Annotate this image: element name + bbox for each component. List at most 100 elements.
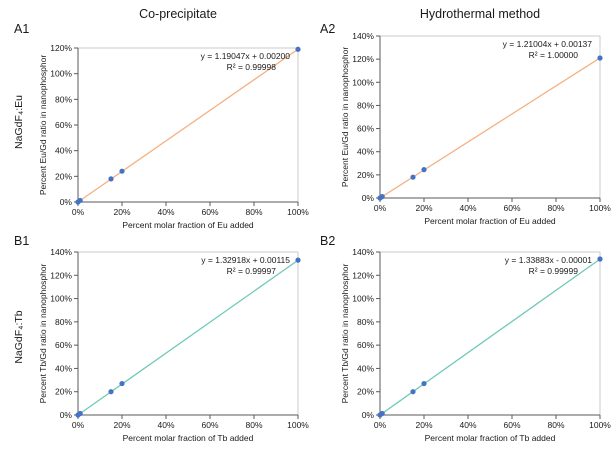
data-point-a2 bbox=[410, 174, 416, 180]
y-tick-label-a2: 120% bbox=[352, 54, 374, 64]
x-tick-label-b2: 0% bbox=[374, 420, 387, 430]
y-tick-label-b2: 20% bbox=[357, 387, 374, 397]
x-axis-label-a1: Percent molar fraction of Eu added bbox=[122, 220, 254, 230]
x-axis-label-b2: Percent molar fraction of Tb added bbox=[425, 433, 556, 443]
x-axis-label-a2: Percent molar fraction of Eu added bbox=[424, 216, 556, 226]
y-tick-label-b2: 100% bbox=[352, 294, 374, 304]
trendline-b1 bbox=[77, 259, 299, 416]
y-tick-label-b2: 140% bbox=[352, 247, 374, 257]
y-tick-label-b1: 0% bbox=[60, 410, 73, 420]
data-point-a1 bbox=[295, 46, 301, 52]
x-tick-label-b2: 20% bbox=[415, 420, 432, 430]
data-point-a1 bbox=[77, 197, 83, 204]
y-tick-label-a2: 0% bbox=[362, 193, 375, 203]
x-tick-label-b1: 60% bbox=[201, 420, 218, 430]
x-tick-label-a2: 60% bbox=[503, 203, 520, 213]
y-tick-label-a2: 140% bbox=[352, 31, 374, 41]
x-tick-label-a2: 80% bbox=[547, 203, 564, 213]
x-axis-label-b1: Percent molar fraction of Tb added bbox=[123, 433, 254, 443]
y-tick-label-b1: 60% bbox=[55, 340, 72, 350]
data-point-a1 bbox=[108, 176, 114, 182]
x-tick-label-a1: 60% bbox=[201, 207, 218, 217]
y-tick-label-b1: 40% bbox=[55, 363, 72, 373]
data-point-a2 bbox=[421, 167, 427, 173]
y-tick-label-a2: 80% bbox=[357, 100, 374, 110]
row-label-eu: NaGdF₄:Eu bbox=[13, 95, 25, 149]
panel-b1: 0% 20% 40% 60% 80% 100% 120% 140% 0% 20% 40% 60% 80%… bbox=[38, 247, 309, 443]
data-point-a2 bbox=[379, 194, 385, 200]
x-tick-label-a2: 100% bbox=[589, 203, 611, 213]
y-tick-label-b2: 0% bbox=[362, 410, 375, 420]
data-point-b1 bbox=[119, 380, 125, 387]
x-tick-label-b2: 40% bbox=[459, 420, 476, 430]
y-tick-label-a1: 60% bbox=[55, 120, 72, 130]
fit-equation-a2: y = 1.21004x + 0.00137 bbox=[503, 39, 593, 49]
fit-r-squared-b2: R² = 0.99999 bbox=[529, 266, 579, 276]
x-tick-label-b1: 100% bbox=[287, 420, 309, 430]
x-tick-label-a2: 20% bbox=[415, 203, 432, 213]
y-tick-label-b1: 20% bbox=[55, 387, 72, 397]
panel-label-b2: B2 bbox=[320, 234, 335, 248]
y-tick-label-a1: 20% bbox=[55, 171, 72, 181]
x-tick-label-a2: 0% bbox=[374, 203, 387, 213]
panel-label-a2: A2 bbox=[320, 22, 335, 36]
data-point-a2 bbox=[597, 55, 603, 61]
data-point-a1 bbox=[119, 168, 125, 174]
x-tick-label-b2: 80% bbox=[547, 420, 564, 430]
panel-a1: 0% 20% 40% 60% 80% 100% 120% 0% 20% 40% 60% 80% 100%… bbox=[38, 43, 309, 230]
data-point-b2 bbox=[379, 410, 385, 417]
fit-r-squared-a2: R² = 1.00000 bbox=[529, 50, 579, 60]
column-title-coprecipitate: Co-precipitate bbox=[139, 7, 217, 21]
plot-area-a2 bbox=[379, 35, 601, 199]
panel-b2: 0% 20% 40% 60% 80% 100% 120% 140% 0% 20% 40% 60% 80%… bbox=[340, 247, 611, 443]
data-point-b1 bbox=[77, 410, 83, 417]
y-tick-label-a2: 100% bbox=[352, 77, 374, 87]
x-tick-label-a1: 100% bbox=[287, 207, 309, 217]
data-point-b1 bbox=[108, 389, 114, 395]
y-tick-label-a1: 0% bbox=[60, 197, 73, 207]
y-tick-label-b2: 60% bbox=[357, 340, 374, 350]
trendline-a2 bbox=[379, 57, 601, 199]
data-point-b2 bbox=[410, 389, 416, 395]
y-axis-label-b2: Percent Tb/Gd ratio in nanophosphor bbox=[340, 263, 350, 403]
x-tick-label-b1: 40% bbox=[157, 420, 174, 430]
fit-r-squared-b1: R² = 0.99997 bbox=[227, 266, 277, 276]
panel-label-b1: B1 bbox=[14, 234, 29, 248]
y-axis-label-a1: Percent Eu/Gd ratio in nanophosphor bbox=[38, 55, 48, 196]
x-tick-label-b1: 20% bbox=[113, 420, 130, 430]
fit-equation-b1: y = 1.32918x + 0.00115 bbox=[201, 255, 290, 265]
x-tick-label-b2: 60% bbox=[503, 420, 520, 430]
x-tick-label-b2: 100% bbox=[589, 420, 611, 430]
data-point-b2 bbox=[597, 256, 603, 262]
y-tick-label-b2: 40% bbox=[357, 363, 374, 373]
y-tick-label-a2: 40% bbox=[357, 147, 374, 157]
fit-equation-b2: y = 1.33883x - 0.00001 bbox=[505, 255, 592, 265]
y-axis-label-a2: Percent Eu/Gd ratio in nanophosphor bbox=[340, 47, 350, 188]
x-tick-label-a1: 80% bbox=[245, 207, 262, 217]
x-tick-label-a1: 40% bbox=[157, 207, 174, 217]
fit-r-squared-a1: R² = 0.99998 bbox=[227, 62, 277, 72]
y-tick-label-a2: 60% bbox=[357, 124, 374, 134]
y-tick-label-b2: 120% bbox=[352, 270, 374, 280]
panel-label-a1: A1 bbox=[14, 22, 29, 36]
y-tick-label-a1: 100% bbox=[50, 69, 72, 79]
trendline-b2 bbox=[379, 258, 601, 416]
trendline-a1 bbox=[77, 48, 299, 203]
panel-a2: 0% 20% 40% 60% 80% 100% 120% 140% 0% 20% 40% 60% 80%… bbox=[340, 31, 611, 226]
y-tick-label-b1: 120% bbox=[50, 270, 72, 280]
x-tick-label-b1: 0% bbox=[72, 420, 85, 430]
column-title-hydrothermal: Hydrothermal method bbox=[420, 7, 540, 21]
y-tick-label-b1: 80% bbox=[55, 317, 72, 327]
x-tick-label-a1: 20% bbox=[113, 207, 130, 217]
x-tick-label-b1: 80% bbox=[245, 420, 262, 430]
data-point-b1 bbox=[295, 257, 301, 263]
y-tick-label-b2: 80% bbox=[357, 317, 374, 327]
y-tick-label-b1: 100% bbox=[50, 294, 72, 304]
x-tick-label-a2: 40% bbox=[459, 203, 476, 213]
x-tick-label-a1: 0% bbox=[72, 207, 85, 217]
fit-equation-a1: y = 1.19047x + 0.00200 bbox=[201, 51, 291, 61]
y-axis-label-b1: Percent Tb/Gd ratio in nanophosphor bbox=[38, 263, 48, 403]
y-tick-label-a1: 120% bbox=[50, 43, 72, 53]
